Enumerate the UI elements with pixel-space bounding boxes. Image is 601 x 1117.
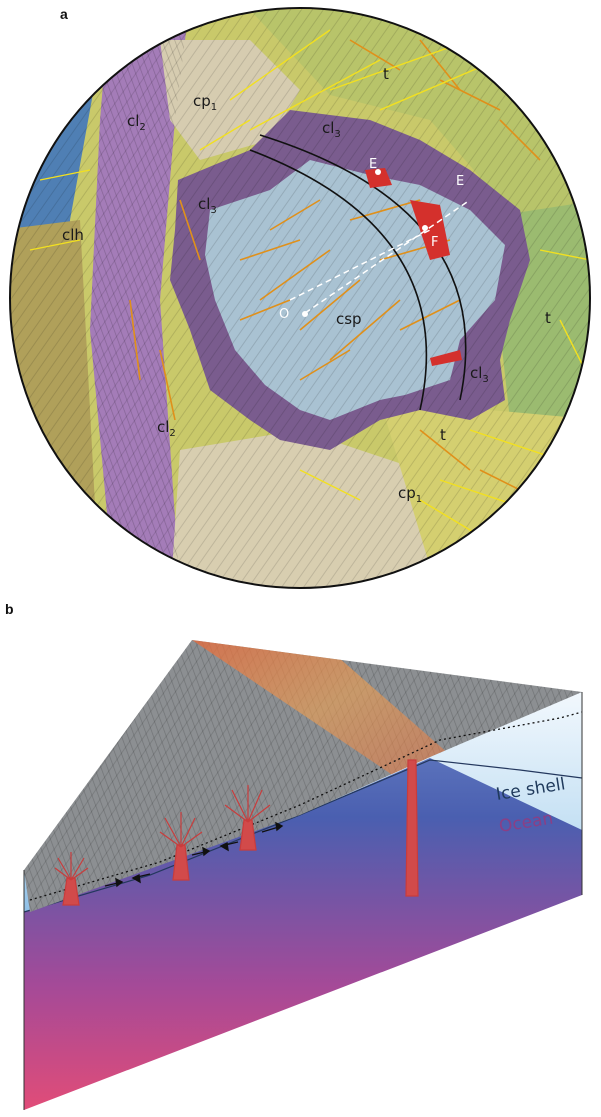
label-cl3-top: cl3 (322, 119, 341, 140)
panel-b-letter: b (5, 601, 14, 617)
geologic-map-disc (10, 8, 590, 588)
label-point-o: O (279, 307, 289, 322)
red-strip-upper (365, 168, 392, 188)
label-cl3-left: cl3 (198, 195, 217, 216)
point-csp-marker (302, 311, 308, 317)
point-f-marker (422, 225, 428, 231)
label-cp1-bottom: cp1 (398, 484, 422, 505)
cl2-texture (90, 8, 190, 588)
ice-shell-cross-section: Ice shell Ocean (23, 640, 583, 1110)
arc-boundary-inner (249, 149, 428, 411)
label-point-e-right: E (456, 174, 464, 189)
convergence-arrows (104, 821, 284, 888)
warm-band (192, 640, 450, 780)
label-cl2-lower: cl2 (157, 418, 176, 439)
large-plume (405, 759, 419, 897)
label-t-right: t (545, 309, 551, 327)
ocean-layer (24, 692, 582, 1110)
red-strip-lower (430, 350, 462, 366)
red-strip-middle (410, 200, 450, 260)
label-point-e-upper: E (369, 157, 377, 172)
ice-ocean-boundary (23, 759, 583, 913)
label-t-bottom: t (440, 426, 446, 444)
label-cl3-right: cl3 (470, 364, 489, 385)
plume-2-branches (159, 812, 203, 848)
label-csp: csp (336, 310, 362, 328)
plume-3-branches (224, 785, 271, 823)
panel-a-letter: a (60, 6, 68, 22)
plume-1-branches (54, 852, 89, 881)
orange-fault-lines (129, 39, 561, 501)
plumes (54, 759, 419, 906)
label-clh: clh (62, 226, 84, 244)
dashed-guide-2 (289, 229, 431, 301)
point-e-upper-marker (375, 169, 381, 175)
label-cl2-upper: cl2 (127, 112, 146, 133)
map-disc-outline (9, 7, 591, 589)
label-t-top: t (383, 65, 389, 83)
dotted-reference-line (29, 711, 583, 901)
section-edges (23, 692, 583, 1110)
label-cp1-top: cp1 (193, 92, 217, 113)
label-point-f: F (431, 235, 438, 250)
map-texture (10, 8, 590, 588)
yellow-lineaments (29, 29, 590, 561)
dashed-guide-1 (304, 199, 471, 314)
